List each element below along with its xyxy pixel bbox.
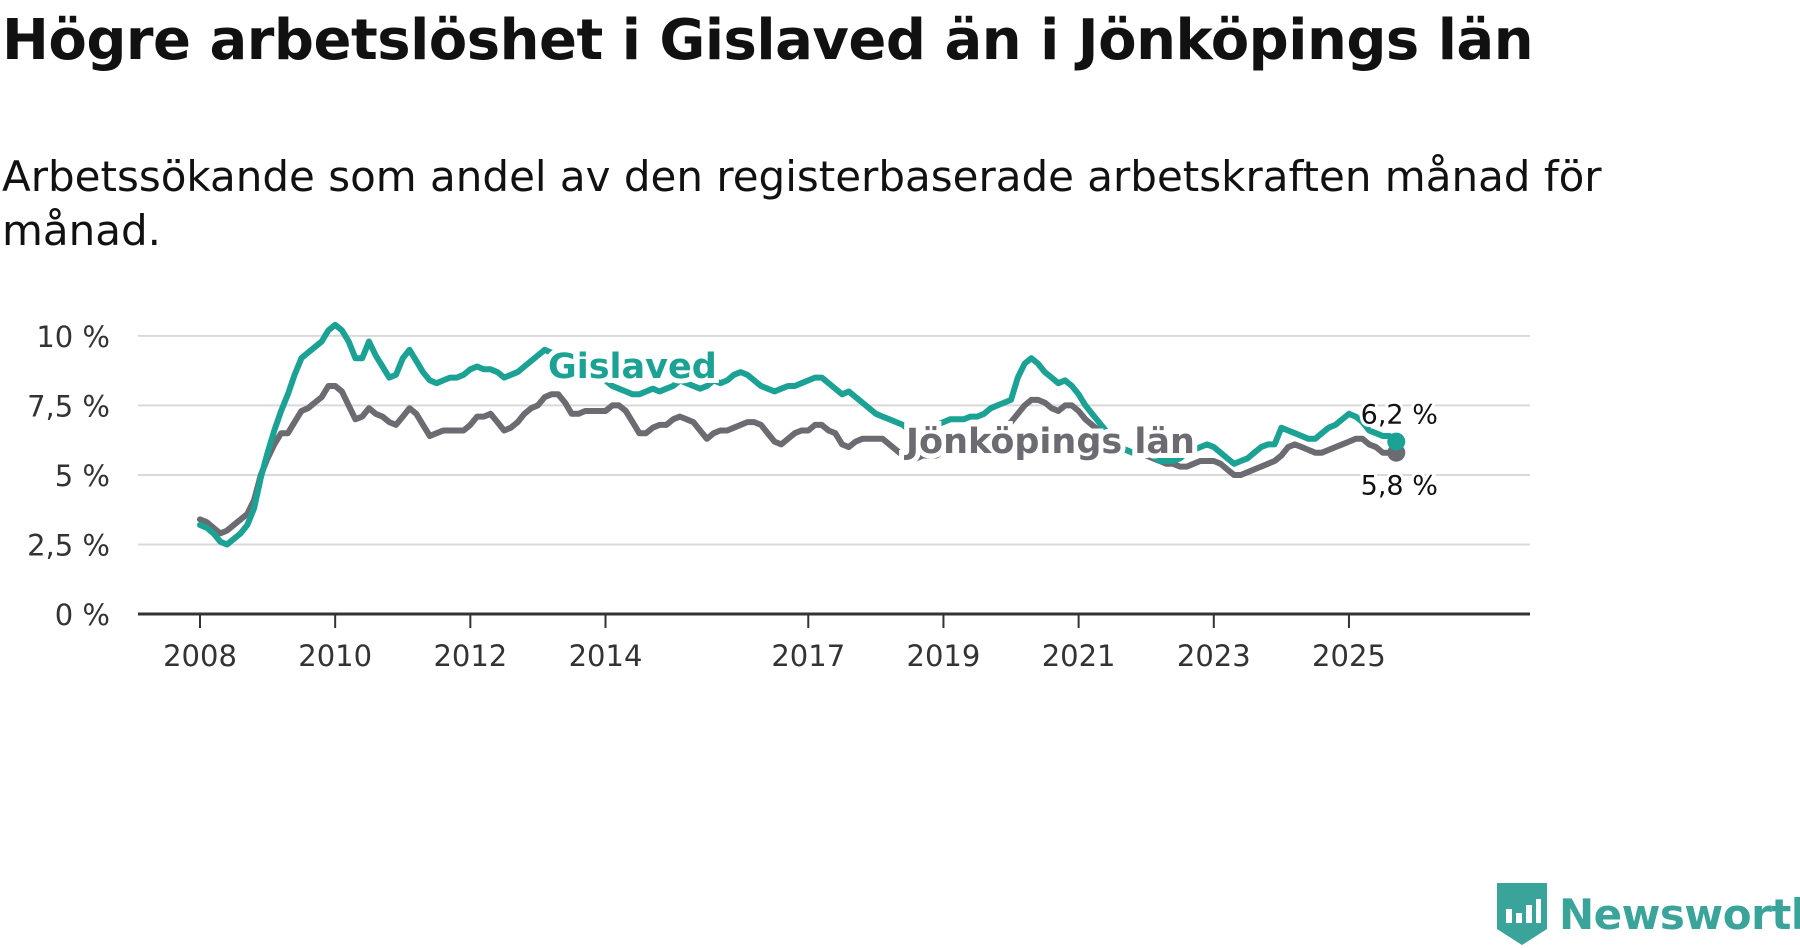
- x-tick-label: 2012: [433, 639, 507, 673]
- x-tick-label: 2025: [1312, 639, 1386, 673]
- y-tick-label: 7,5 %: [27, 389, 110, 423]
- x-tick-label: 2010: [298, 639, 372, 673]
- x-tick-label: 2023: [1177, 639, 1251, 673]
- newsworthy-logo-icon: [1497, 883, 1547, 945]
- x-tick-label: 2021: [1042, 639, 1116, 673]
- series-labels: Jönköpings län 5,8 % Gislaved 6,2 %: [543, 342, 1441, 505]
- series-line-jonkopings-lan: [197, 383, 1400, 537]
- series-name-label: Gislaved: [548, 347, 717, 387]
- y-tick-label: 2,5 %: [27, 528, 110, 562]
- y-tick-label: 5 %: [55, 459, 110, 493]
- brand-logo: Newsworthy: [1497, 883, 1800, 945]
- series-line-gislaved: [197, 321, 1400, 548]
- series-end-marker: [1387, 432, 1406, 451]
- x-axis: 2008 2010 2012 2014 2017 2019 2021 2023 2025: [138, 612, 1530, 673]
- series-end-value: 5,8 %: [1361, 471, 1438, 502]
- x-tick-label: 2014: [569, 639, 643, 673]
- series-end-value: 6,2 %: [1361, 400, 1438, 431]
- y-axis-ticks: 0 % 2,5 % 5 % 7,5 % 10 %: [27, 320, 110, 632]
- series-lines: [197, 321, 1406, 548]
- x-tick-label: 2008: [163, 639, 237, 673]
- chart-subtitle: Arbetssökande som andel av den registerb…: [2, 152, 1602, 255]
- gridlines: [138, 334, 1530, 546]
- chart-title: Högre arbetslöshet i Gislaved än i Jönkö…: [2, 8, 1534, 73]
- x-tick-label: 2019: [907, 639, 981, 673]
- brand-name: Newsworthy: [1559, 889, 1800, 939]
- y-tick-label: 0 %: [55, 598, 110, 632]
- series-name-label: Jönköpings län: [904, 422, 1195, 462]
- x-tick-label: 2017: [771, 639, 845, 673]
- y-tick-label: 10 %: [36, 320, 110, 354]
